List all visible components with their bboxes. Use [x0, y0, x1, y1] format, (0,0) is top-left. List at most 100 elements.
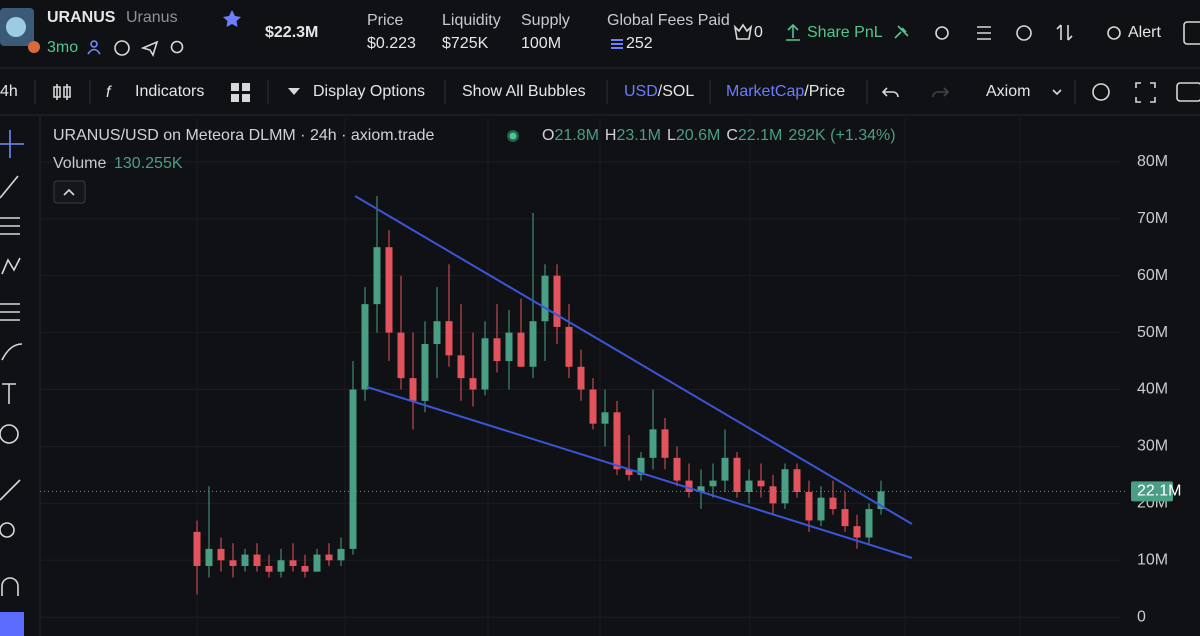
fullscreen-icon[interactable]	[1135, 82, 1156, 103]
candle-body	[505, 332, 513, 362]
last-price-box	[1131, 481, 1173, 502]
show-bubbles[interactable]: Show All Bubbles	[462, 83, 586, 100]
candle-body	[325, 554, 333, 561]
pin-icon[interactable]	[894, 25, 909, 39]
candle-body	[697, 486, 705, 492]
display-options[interactable]: Display Options	[313, 83, 425, 100]
candle-body	[433, 321, 441, 344]
text-tool[interactable]	[2, 383, 16, 404]
candle-body	[637, 457, 645, 475]
candle-body	[205, 548, 213, 566]
separator: /	[658, 83, 663, 100]
candle-body	[877, 491, 885, 510]
candle-body	[361, 304, 369, 390]
sort-icon[interactable]	[1056, 24, 1073, 41]
holders-icon[interactable]	[87, 40, 101, 55]
trend-tool[interactable]	[0, 175, 19, 199]
pattern-tool[interactable]	[1, 257, 21, 275]
currency-icon[interactable]	[1016, 25, 1032, 41]
candle-body	[349, 389, 357, 549]
chart-title: URANUS/USD on Meteora DLMM · 24h · axiom…	[53, 127, 435, 144]
y-tick-label: 10M	[1137, 552, 1168, 569]
collapse-button[interactable]	[53, 180, 86, 204]
brush-tool[interactable]	[1, 343, 23, 361]
candle-body	[529, 321, 537, 367]
candle-body	[193, 531, 201, 566]
candle-body	[733, 457, 741, 492]
ohlc-value: 22.1M	[738, 127, 782, 144]
last-price-label: 22.1M	[1137, 483, 1181, 500]
list-icon[interactable]	[977, 26, 991, 40]
ohlc-key: H	[605, 127, 617, 144]
chart-settings-icon[interactable]	[1092, 83, 1110, 101]
candle-body	[805, 491, 813, 521]
candle-body	[445, 321, 453, 356]
interval[interactable]: 4h	[0, 83, 18, 100]
candle-body	[277, 560, 285, 572]
candle-body	[589, 389, 597, 424]
undo-icon[interactable]	[881, 87, 899, 98]
candle-body	[757, 480, 765, 487]
stat-label: Supply	[521, 12, 570, 29]
currency-a: USD	[624, 83, 658, 100]
y-tick-label: 50M	[1137, 324, 1168, 341]
candle-body	[337, 548, 345, 561]
currency-b: SOL	[662, 83, 694, 100]
candle-body	[481, 338, 489, 390]
ohlc-value: 23.1M	[616, 127, 660, 144]
alert[interactable]: Alert	[1128, 24, 1161, 41]
y-tick-label: 0	[1137, 608, 1146, 625]
token-name: Uranus	[126, 9, 178, 26]
candle-body	[565, 326, 573, 367]
candle-body	[625, 469, 633, 475]
active-tool[interactable]	[0, 612, 24, 636]
y-tick-label: 80M	[1137, 153, 1168, 170]
currency-toggle[interactable]: USD/SOL	[624, 83, 694, 100]
candle-body	[829, 497, 837, 510]
trend-line-upper[interactable]	[354, 195, 913, 525]
volume-value: 130.255K	[114, 155, 183, 172]
forecast-tool[interactable]	[0, 303, 20, 321]
candle-body	[709, 480, 717, 487]
candle-body	[613, 412, 621, 470]
star-icon[interactable]	[223, 10, 241, 27]
fib-tool[interactable]	[0, 217, 20, 235]
crosshair-tool[interactable]	[0, 130, 24, 158]
candle-body	[301, 565, 309, 572]
candle-body	[721, 457, 729, 481]
ruler-tool[interactable]	[0, 479, 21, 501]
ohlc-key: C	[726, 127, 738, 144]
mode-toggle[interactable]: MarketCap/Price	[726, 83, 845, 100]
stat-value: 252	[626, 35, 653, 52]
candle-body	[673, 457, 681, 481]
stat-label: Liquidity	[442, 12, 501, 29]
separator: /	[804, 83, 809, 100]
trend-line-lower[interactable]	[366, 386, 913, 559]
crown-icon[interactable]	[733, 23, 753, 40]
settings-icon[interactable]	[935, 26, 949, 40]
zoom-tool[interactable]	[0, 522, 15, 538]
stat-label: Global Fees Paid	[607, 12, 730, 29]
emoji-tool[interactable]	[0, 424, 19, 444]
search-icon[interactable]	[170, 40, 184, 54]
candle-type-icon[interactable]	[53, 84, 71, 100]
alert-icon[interactable]	[1107, 26, 1121, 40]
ohlc-change: 292K (+1.34%)	[788, 127, 895, 144]
fees-icon	[611, 39, 623, 49]
camera-icon[interactable]	[1176, 82, 1200, 102]
candle-body	[253, 554, 261, 566]
magnet-tool[interactable]	[1, 577, 19, 596]
candle-body	[661, 429, 669, 458]
telegram-icon[interactable]	[140, 40, 159, 57]
collapse-arrow	[63, 188, 75, 196]
web-icon[interactable]	[114, 40, 130, 56]
redo-icon[interactable]	[932, 87, 950, 98]
source[interactable]: Axiom	[986, 83, 1030, 100]
share-pnl[interactable]: Share PnL	[807, 24, 883, 41]
layout-icon[interactable]	[231, 83, 250, 102]
share-icon[interactable]	[786, 23, 800, 41]
panel-icon[interactable]	[1183, 21, 1200, 45]
ohlc-legend: O21.8M H23.1M L20.6M C22.1M 292K (+1.34%)	[542, 127, 896, 144]
indicators[interactable]: Indicators	[135, 83, 204, 100]
